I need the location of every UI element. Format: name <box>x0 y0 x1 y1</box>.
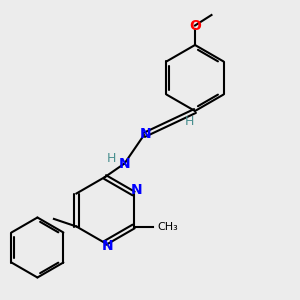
Text: N: N <box>131 184 142 197</box>
Text: H: H <box>184 115 194 128</box>
Text: N: N <box>140 127 151 140</box>
Text: CH₃: CH₃ <box>158 221 178 232</box>
Text: H: H <box>106 152 116 166</box>
Text: N: N <box>119 157 130 170</box>
Text: N: N <box>102 239 114 253</box>
Text: O: O <box>190 19 202 32</box>
